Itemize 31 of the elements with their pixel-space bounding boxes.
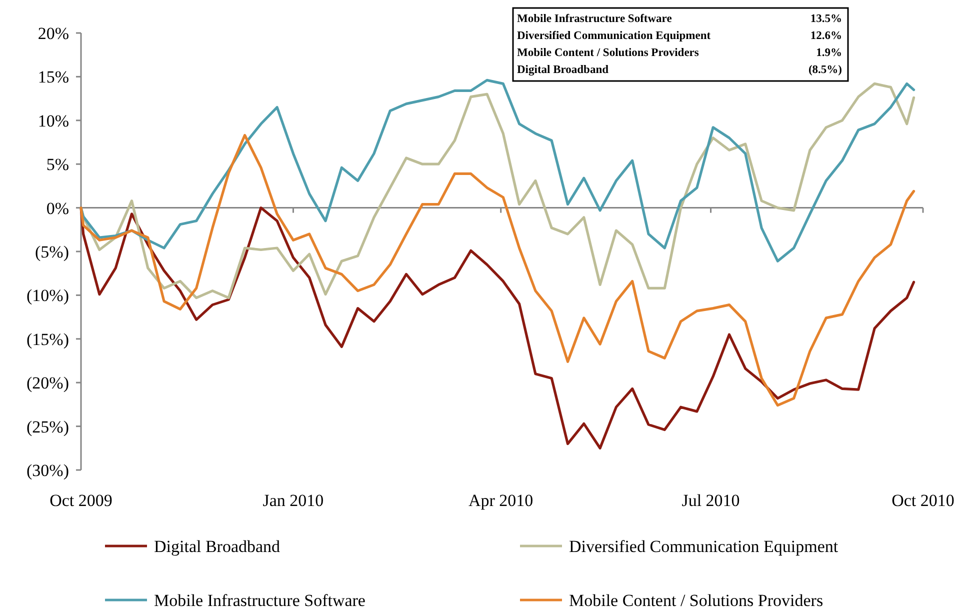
legend-label: Mobile Content / Solutions Providers [569, 590, 824, 610]
y-tick-label: (10%) [26, 286, 69, 306]
x-tick-label: Oct 2009 [50, 491, 112, 510]
line-series [80, 206, 916, 450]
annotation: Digital Broadband [517, 64, 610, 76]
legend-label: Mobile Infrastructure Software [154, 590, 366, 610]
y-tick-label: (15%) [26, 330, 69, 349]
legend-label: Digital Broadband [154, 536, 281, 556]
y-tick-label: 15% [38, 68, 69, 87]
annotation: Mobile Content / Solutions Providers [517, 47, 700, 59]
y-tick-label: (25%) [26, 417, 69, 436]
line-series [80, 78, 916, 262]
y-tick-label: (30%) [26, 460, 69, 480]
x-tick-label: Apr 2010 [468, 491, 534, 510]
x-tick-label: Jan 2010 [262, 491, 324, 510]
annotation: 12.6% [810, 30, 842, 42]
y-tick-label: (20%) [26, 374, 69, 393]
y-tick-label: 5% [46, 155, 69, 174]
y-tick-label: (5%) [35, 242, 69, 262]
y-tick-label: 10% [38, 111, 69, 130]
legend-label: Diversified Communication Equipment [569, 536, 838, 556]
y-tick-label: 20% [38, 24, 69, 43]
x-tick-label: Jul 2010 [682, 491, 740, 510]
text: 13.5% [810, 13, 842, 25]
annotation: Diversified Communication Equipment [517, 30, 711, 42]
annotation: 1.9% [816, 47, 842, 59]
annotation: (8.5%) [808, 64, 842, 76]
line-series [80, 134, 916, 407]
y-tick-label: 0% [46, 198, 69, 218]
text: Mobile Infrastructure Software [517, 13, 672, 25]
x-tick-label: Oct 2010 [892, 491, 954, 510]
